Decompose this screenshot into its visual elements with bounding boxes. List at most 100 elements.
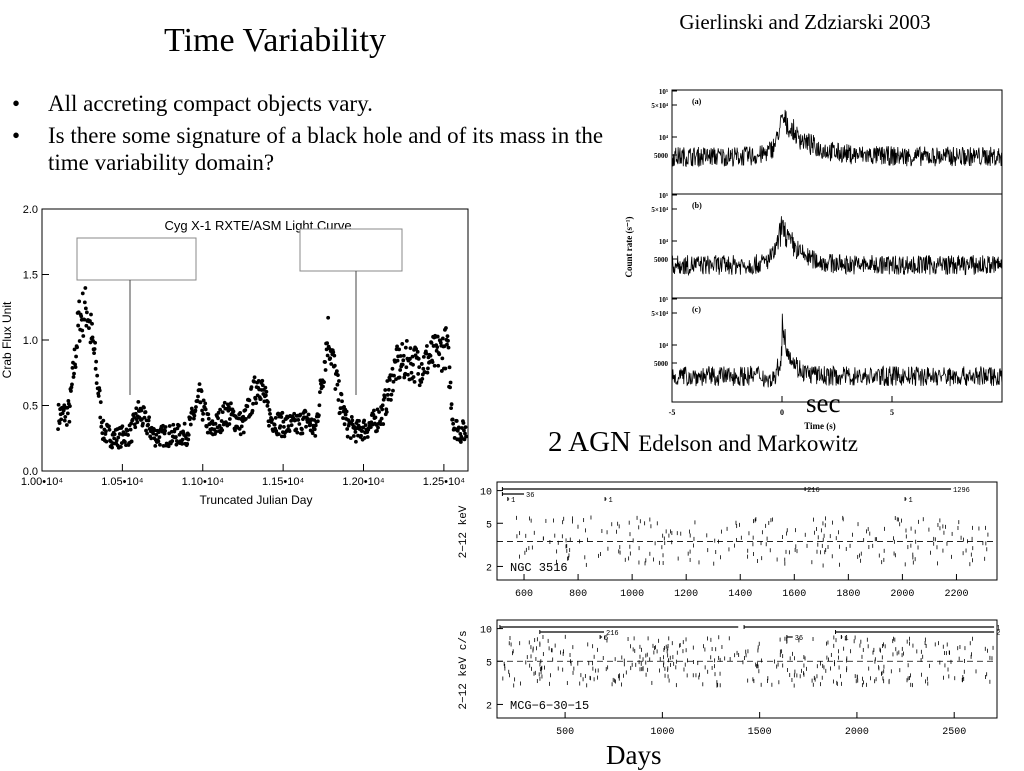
gz-series-line [671,313,1003,388]
cyg-data-point [203,401,208,406]
cyg-data-point [77,339,82,343]
gz-y-tick-label: 10⁵ [659,88,668,96]
cyg-data-point [445,334,450,339]
agn-heading: 2 AGN Edelson and Markowitz [548,426,858,459]
cyg-data-point [110,445,114,450]
cyg-data-point [84,323,89,328]
cyg-data-point [96,394,101,398]
cyg-data-point [313,423,318,428]
cyg-data-point [94,359,99,364]
cyg-data-point [80,328,85,333]
cyg-data-point [359,433,363,438]
cyg-data-point [273,415,278,420]
cyg-data-point [203,407,208,412]
cyg-y-tick-label: 0.5 [23,401,38,413]
cyg-data-point [282,434,287,439]
cyg-data-point [437,352,442,357]
cyg-data-point [353,430,358,434]
cyg-data-point [114,438,119,443]
cyg-data-point [247,398,252,403]
cyg-data-point [451,421,456,426]
cyg-data-point [243,416,248,421]
cyg-data-point [264,389,269,394]
cyg-data-point [241,430,246,435]
cyg-y-tick-label: 2.0 [23,204,38,216]
cyg-data-point [417,383,422,388]
cyg-data-point [151,431,156,436]
cyg-x-tick-label: 1.20•10⁴ [342,476,384,488]
cyg-data-point [57,421,62,425]
cyg-data-point [250,408,255,413]
cyg-data-point [188,422,193,427]
cyg-data-point [337,379,341,383]
cyg-data-point [260,383,265,388]
cyg-data-point [200,417,205,422]
days-label: Days [606,740,662,770]
cyg-data-point [251,401,255,406]
cyg-data-point [83,306,88,311]
cyg-data-point [391,388,395,393]
cyg-data-point [412,379,417,384]
mcg-x-tick-label: 2000 [845,727,869,738]
cyg-data-point [379,416,384,421]
cyg-data-point [411,375,416,379]
cyg-data-point [401,358,406,363]
cyg-data-point [129,421,134,426]
cyg-data-point [398,354,403,358]
cyg-data-point [229,401,233,406]
cyg-data-point [416,356,421,361]
mcg-y-tick-label: 2 [486,701,492,712]
ngc-source-label: NGC 3516 [510,561,568,575]
cyg-data-point [157,435,162,440]
cyg-data-point [331,350,336,355]
mcg-sampling-label: 1296 [996,625,1000,633]
cyg-data-point [141,421,145,426]
cyg-data-point [432,363,437,368]
gz-y-tick-label: 10⁴ [659,238,669,246]
cyg-data-point [186,437,191,442]
cyg-data-point [76,323,81,328]
bullet-text: All accreting compact objects vary. [48,91,373,116]
cyg-data-point [376,425,380,430]
cyg-data-point [239,424,244,429]
cyg-data-point [424,351,429,356]
cyg-data-point [289,423,294,428]
ngc-ylabel: 2−12 keV [458,505,470,558]
cyg-data-point [417,365,422,370]
cyg-data-point [278,424,283,428]
cyg-data-point [92,351,96,356]
cyg-data-point [133,411,138,416]
cyg-x-tick-label: 1.05•10⁴ [101,476,143,488]
cyg-data-point [146,418,151,423]
cyg-data-point [56,402,61,407]
cyg-data-point [435,345,440,350]
cyg-data-point [354,439,358,444]
cyg-data-point [180,442,184,446]
cyg-data-point [81,334,86,338]
cyg-data-point [133,425,138,430]
cyg-data-point [66,399,71,403]
gz-y-tick-label: 10⁴ [659,342,669,350]
cyg-data-point [456,425,461,430]
cyg-data-point [156,439,161,444]
cyg-data-point [95,373,100,378]
cyg-data-point [351,434,356,438]
cyg-data-point [382,395,387,400]
cyg-data-point [343,412,348,417]
gz-y-tick-label: 5×10⁴ [651,206,668,214]
cyg-data-point [92,347,97,351]
gz-y-tick-label: 10⁴ [659,134,669,142]
cyg-data-point [428,353,433,358]
mcg-sampling-label: 6 [604,635,608,643]
cyg-data-point [117,432,122,436]
cyg-data-point [375,428,379,433]
bullet-text: Is there some signature of a black hole … [48,123,604,175]
cyg-data-point [463,431,467,436]
cyg-data-point [325,353,330,358]
cyg-data-point [59,417,64,422]
cyg-data-point [149,436,154,441]
cyg-data-point [107,427,112,432]
cyg-data-point [313,433,318,438]
cyg-data-point [461,421,466,425]
cyg-data-point [336,398,341,402]
